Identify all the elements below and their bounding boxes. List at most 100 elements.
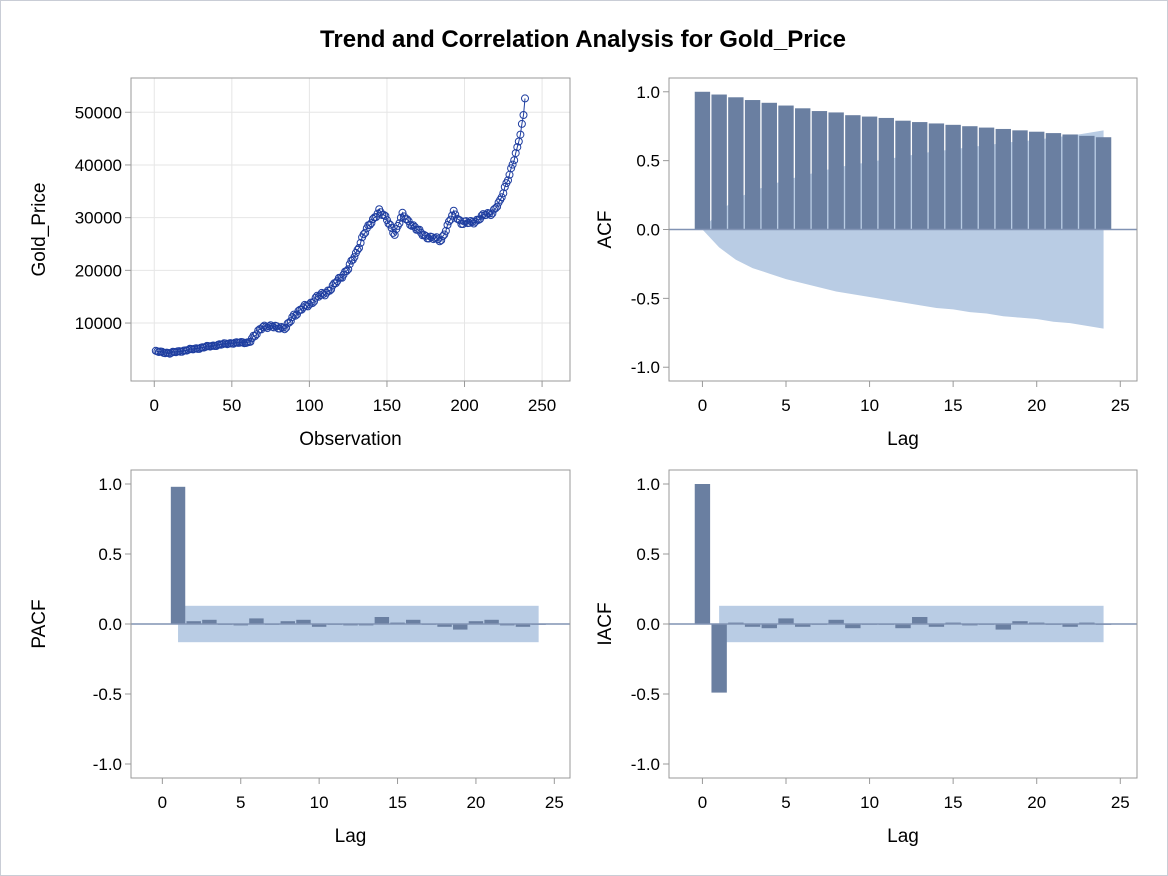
trend-point xyxy=(521,94,529,103)
trend-point xyxy=(344,265,353,274)
trend-point xyxy=(218,340,227,349)
trend-point xyxy=(465,218,474,227)
trend-ytick-label: 10000 xyxy=(75,314,122,333)
acf-xtick-label: 25 xyxy=(1111,396,1130,415)
pacf-xtick-label: 0 xyxy=(158,793,167,812)
acf-bar xyxy=(1095,137,1112,230)
acf-bar xyxy=(912,122,928,230)
pacf-bar xyxy=(437,624,452,627)
trend-point xyxy=(390,230,399,239)
trend-point xyxy=(497,193,506,202)
trend-point xyxy=(286,317,295,326)
pacf-bar xyxy=(406,619,421,624)
trend-ytick-label: 50000 xyxy=(75,103,122,122)
trend-ytick-label: 20000 xyxy=(75,261,122,280)
pacf-y-axis-label: PACF xyxy=(29,599,50,648)
acf-bar xyxy=(962,126,978,230)
trend-point xyxy=(350,253,359,262)
acf-bar xyxy=(861,116,878,230)
trend-xtick-label: 150 xyxy=(373,396,401,415)
acf-bar xyxy=(711,94,727,230)
trend-xtick-label: 200 xyxy=(450,396,478,415)
acf-bar xyxy=(728,97,744,230)
iacf-xtick-label: 15 xyxy=(944,793,963,812)
pacf-xtick-label: 15 xyxy=(388,793,407,812)
trend-point xyxy=(265,322,274,331)
trend-point xyxy=(517,119,526,128)
trend-point xyxy=(359,230,368,239)
acf-bar xyxy=(978,127,995,230)
iacf-bar xyxy=(761,624,777,629)
pacf-xtick-label: 10 xyxy=(310,793,329,812)
acf-bar xyxy=(1045,133,1062,230)
pacf-bar xyxy=(453,624,468,630)
pacf-bar xyxy=(296,619,311,624)
acf-bar xyxy=(1012,130,1028,230)
trend-point xyxy=(513,143,522,152)
pacf-xtick-label: 20 xyxy=(466,793,485,812)
iacf-ytick-label: 1.0 xyxy=(636,475,660,494)
trend-point xyxy=(398,208,407,217)
pacf-bar xyxy=(515,624,531,627)
pacf-ytick-label: -1.0 xyxy=(93,755,122,774)
acf-bar xyxy=(895,120,911,230)
acf-xtick-label: 5 xyxy=(781,396,790,415)
trend-ytick-label: 40000 xyxy=(75,156,122,175)
pacf-xtick-label: 5 xyxy=(236,793,245,812)
trend-xtick-label: 250 xyxy=(528,396,556,415)
pacf-xtick-label: 25 xyxy=(545,793,564,812)
acf-bar xyxy=(928,123,945,230)
trend-point xyxy=(262,322,270,331)
trend-point xyxy=(485,209,494,218)
pacf-ytick-label: 0.5 xyxy=(98,545,122,564)
pacf-x-axis-label: Lag xyxy=(335,826,367,847)
trend-point xyxy=(327,285,336,294)
pacf-bar xyxy=(484,619,499,624)
trend-point xyxy=(511,149,520,158)
iacf-bar xyxy=(694,484,711,624)
acf-bar xyxy=(778,105,794,230)
trend-y-axis-label: Gold_Price xyxy=(29,183,50,277)
trend-point xyxy=(508,160,517,169)
trend-point xyxy=(361,228,370,237)
trend-ytick-label: 30000 xyxy=(75,209,122,228)
iacf-bar xyxy=(1012,621,1028,624)
trend-point xyxy=(356,238,365,247)
acf-bar xyxy=(845,115,861,230)
iacf-ytick-label: 0.5 xyxy=(636,545,660,564)
trend-point xyxy=(279,323,287,332)
pacf-panel xyxy=(125,469,571,784)
trend-panel xyxy=(125,77,571,387)
trend-point xyxy=(507,164,516,173)
acf-ytick-label: 0.0 xyxy=(636,221,660,240)
trend-point xyxy=(479,210,488,219)
trend-point xyxy=(504,176,512,185)
trend-point xyxy=(516,130,525,139)
trend-point xyxy=(519,111,528,119)
acf-ytick-label: -0.5 xyxy=(631,289,660,308)
iacf-xtick-label: 20 xyxy=(1027,793,1046,812)
iacf-bar xyxy=(912,617,928,624)
acf-bar xyxy=(1062,134,1078,230)
trend-point xyxy=(499,189,508,198)
iacf-ytick-label: -0.5 xyxy=(631,685,660,704)
trend-point xyxy=(355,244,363,252)
page-title: Trend and Correlation Analysis for Gold_… xyxy=(320,26,846,53)
pacf-ytick-label: -0.5 xyxy=(93,685,122,704)
iacf-xtick-label: 0 xyxy=(698,793,707,812)
pacf-bar xyxy=(202,619,217,624)
pacf-ytick-label: 1.0 xyxy=(98,475,122,494)
trend-point xyxy=(342,267,351,275)
trend-point xyxy=(449,206,458,215)
trend-point xyxy=(406,220,415,229)
trend-point xyxy=(500,183,509,191)
pacf-bar xyxy=(170,486,186,624)
acf-x-axis-label: Lag xyxy=(887,429,919,450)
trend-xtick-label: 100 xyxy=(295,396,323,415)
trend-xtick-label: 50 xyxy=(222,396,241,415)
iacf-bar xyxy=(711,624,727,693)
acf-xtick-label: 20 xyxy=(1027,396,1046,415)
trend-point xyxy=(446,215,455,224)
iacf-x-axis-label: Lag xyxy=(887,826,919,847)
